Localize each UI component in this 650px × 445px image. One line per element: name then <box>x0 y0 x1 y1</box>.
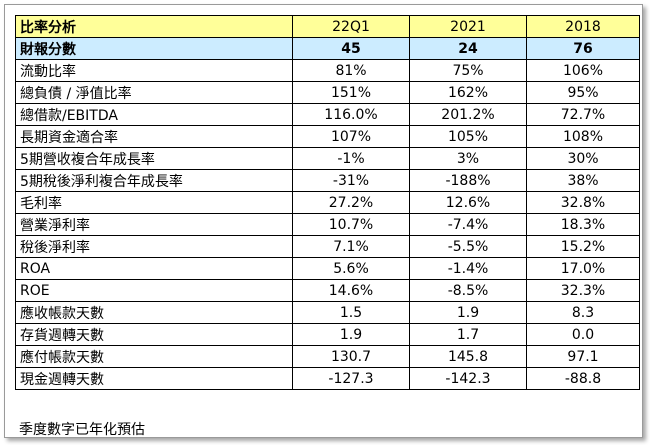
header-row: 比率分析 22Q1 2021 2018 <box>15 15 640 38</box>
table-row: 應付帳款天數 130.7 145.8 97.1 <box>15 345 640 368</box>
cell-value: 201.2% <box>409 103 527 126</box>
table-row: 毛利率 27.2% 12.6% 32.8% <box>15 191 640 214</box>
table-row: 稅後淨利率 7.1% -5.5% 15.2% <box>15 235 640 258</box>
cell-value: 105% <box>409 125 527 148</box>
row-label: 應收帳款天數 <box>15 301 293 324</box>
cell-value: 72.7% <box>526 103 640 126</box>
cell-value: 32.8% <box>526 191 640 214</box>
cell-value: -7.4% <box>409 213 527 236</box>
table-row: 營業淨利率 10.7% -7.4% 18.3% <box>15 213 640 236</box>
cell-value: 106% <box>526 59 640 82</box>
row-label: 流動比率 <box>15 59 293 82</box>
ratio-table: 比率分析 22Q1 2021 2018 財報分數 45 24 76 流動比率 8… <box>15 15 640 390</box>
cell-value: 27.2% <box>292 191 410 214</box>
cell-value: 3% <box>409 147 527 170</box>
cell-value: 95% <box>526 81 640 104</box>
cell-value: 5.6% <box>292 257 410 280</box>
table-row: 總借款/EBITDA 116.0% 201.2% 72.7% <box>15 103 640 126</box>
cell-value: 7.1% <box>292 235 410 258</box>
table-frame: 比率分析 22Q1 2021 2018 財報分數 45 24 76 流動比率 8… <box>4 4 643 438</box>
cell-value: -5.5% <box>409 235 527 258</box>
cell-value: 1.7 <box>409 323 527 346</box>
cell-value: 12.6% <box>409 191 527 214</box>
cell-value: 32.3% <box>526 279 640 302</box>
table-row: ROA 5.6% -1.4% 17.0% <box>15 257 640 280</box>
table-row: 存貨週轉天數 1.9 1.7 0.0 <box>15 323 640 346</box>
header-col-2021: 2021 <box>409 15 527 38</box>
row-label: 營業淨利率 <box>15 213 293 236</box>
footnote: 季度數字已年化預估 <box>19 422 145 438</box>
table-row: 5期稅後淨利複合年成長率 -31% -188% 38% <box>15 169 640 192</box>
cell-value: 30% <box>526 147 640 170</box>
cell-value: 15.2% <box>526 235 640 258</box>
cell-value: 38% <box>526 169 640 192</box>
cell-value: -188% <box>409 169 527 192</box>
cell-value: 97.1 <box>526 345 640 368</box>
cell-value: 108% <box>526 125 640 148</box>
cell-value: 116.0% <box>292 103 410 126</box>
cell-value: 81% <box>292 59 410 82</box>
table-row: 長期資金適合率 107% 105% 108% <box>15 125 640 148</box>
cell-value: 10.7% <box>292 213 410 236</box>
row-label: 應付帳款天數 <box>15 345 293 368</box>
row-label: ROE <box>15 279 293 302</box>
cell-value: 151% <box>292 81 410 104</box>
cell-value: 145.8 <box>409 345 527 368</box>
row-label: 5期營收複合年成長率 <box>15 147 293 170</box>
table-row: 現金週轉天數 -127.3 -142.3 -88.8 <box>15 367 640 390</box>
header-col-22q1: 22Q1 <box>292 15 410 38</box>
score-value: 76 <box>526 37 640 60</box>
header-col-2018: 2018 <box>526 15 640 38</box>
row-label: 總負債 / 淨值比率 <box>15 81 293 104</box>
cell-value: 107% <box>292 125 410 148</box>
cell-value: 14.6% <box>292 279 410 302</box>
cell-value: 1.5 <box>292 301 410 324</box>
row-label: 稅後淨利率 <box>15 235 293 258</box>
cell-value: -31% <box>292 169 410 192</box>
score-value: 45 <box>292 37 410 60</box>
row-label: 現金週轉天數 <box>15 367 293 390</box>
cell-value: -1.4% <box>409 257 527 280</box>
score-value: 24 <box>409 37 527 60</box>
row-label: 5期稅後淨利複合年成長率 <box>15 169 293 192</box>
row-label: 總借款/EBITDA <box>15 103 293 126</box>
cell-value: -142.3 <box>409 367 527 390</box>
header-label: 比率分析 <box>15 15 293 38</box>
cell-value: 18.3% <box>526 213 640 236</box>
cell-value: 130.7 <box>292 345 410 368</box>
row-label: 存貨週轉天數 <box>15 323 293 346</box>
cell-value: 75% <box>409 59 527 82</box>
cell-value: -127.3 <box>292 367 410 390</box>
cell-value: 8.3 <box>526 301 640 324</box>
score-row: 財報分數 45 24 76 <box>15 37 640 60</box>
cell-value: -88.8 <box>526 367 640 390</box>
cell-value: 0.0 <box>526 323 640 346</box>
table-row: 應收帳款天數 1.5 1.9 8.3 <box>15 301 640 324</box>
cell-value: 17.0% <box>526 257 640 280</box>
score-label: 財報分數 <box>15 37 293 60</box>
cell-value: 1.9 <box>292 323 410 346</box>
row-label: 長期資金適合率 <box>15 125 293 148</box>
cell-value: 1.9 <box>409 301 527 324</box>
table-row: 5期營收複合年成長率 -1% 3% 30% <box>15 147 640 170</box>
row-label: 毛利率 <box>15 191 293 214</box>
cell-value: -8.5% <box>409 279 527 302</box>
table-row: ROE 14.6% -8.5% 32.3% <box>15 279 640 302</box>
table-row: 流動比率 81% 75% 106% <box>15 59 640 82</box>
row-label: ROA <box>15 257 293 280</box>
table-row: 總負債 / 淨值比率 151% 162% 95% <box>15 81 640 104</box>
cell-value: -1% <box>292 147 410 170</box>
cell-value: 162% <box>409 81 527 104</box>
